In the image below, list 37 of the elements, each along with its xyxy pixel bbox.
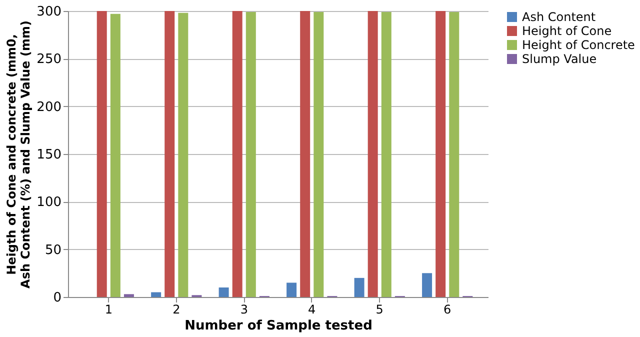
- legend-label: Height of Concrete: [522, 38, 635, 52]
- legend-label: Slump Value: [522, 52, 597, 66]
- bar: [314, 12, 324, 297]
- y-tick-label: 300: [36, 4, 62, 20]
- bar: [232, 11, 242, 297]
- y-tick-label: 200: [36, 100, 62, 115]
- bar: [300, 11, 310, 297]
- y-tick-label: 250: [36, 52, 62, 68]
- x-tick-label: 3: [240, 302, 248, 316]
- x-tick-label: 6: [444, 302, 452, 316]
- y-tick-label: 0: [53, 290, 62, 306]
- bar: [436, 11, 446, 297]
- bar: [449, 12, 460, 297]
- x-tick-label: 5: [376, 302, 384, 316]
- y-tick-label: 50: [44, 242, 62, 258]
- legend-label: Height of Cone: [522, 24, 612, 38]
- bar: [368, 11, 378, 297]
- bar: [124, 294, 134, 297]
- y-axis-title: Heigth of Cone and concrete (mm0, Ash Content (%) and Slump Value (mm): [4, 20, 33, 288]
- y-tick-label: 100: [36, 195, 62, 210]
- x-axis-title: Number of Sample tested: [184, 318, 372, 334]
- bar: [96, 11, 107, 297]
- x-tick-label: 2: [172, 302, 180, 316]
- bar: [246, 12, 256, 297]
- bar: [151, 292, 162, 297]
- bar: [381, 12, 392, 297]
- legend-label: Ash Content: [522, 10, 596, 24]
- x-tick-label: 4: [308, 302, 316, 316]
- x-tick-label: 1: [104, 302, 112, 316]
- bar: [164, 11, 175, 297]
- bar: [286, 282, 297, 297]
- bar: [178, 12, 188, 297]
- bar: [354, 278, 364, 297]
- bar: [110, 14, 120, 297]
- y-tick-label: 150: [36, 148, 62, 162]
- bar: [218, 287, 229, 297]
- bar: [422, 273, 432, 297]
